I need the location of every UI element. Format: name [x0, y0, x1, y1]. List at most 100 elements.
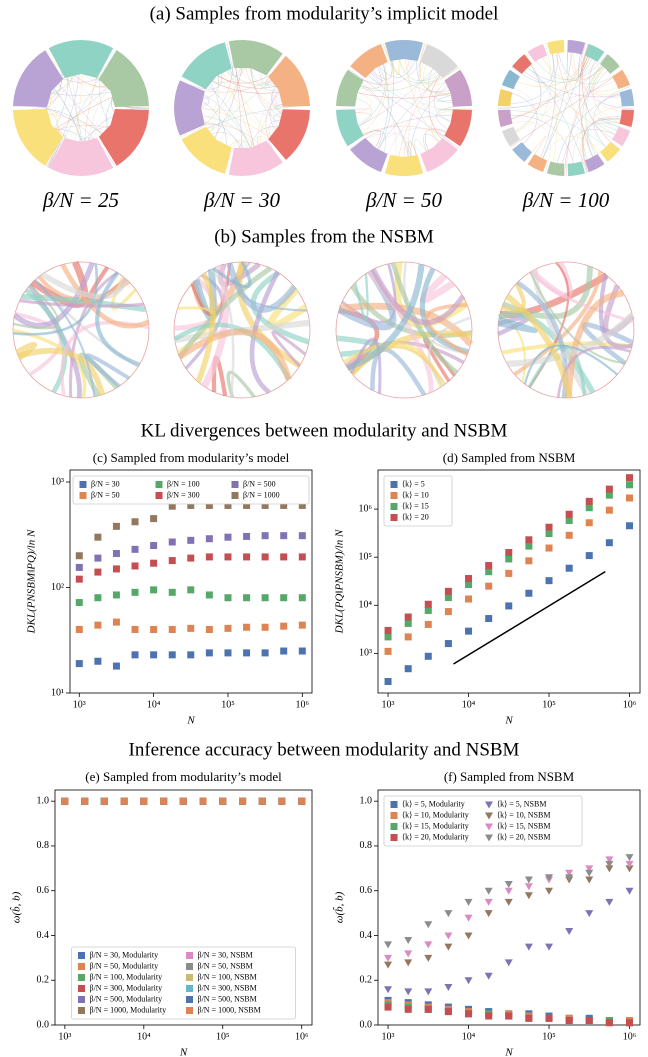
network-edge [573, 40, 633, 96]
legend-marker [390, 481, 398, 488]
marker [224, 553, 232, 561]
network-group [228, 140, 283, 176]
network-edge [498, 40, 558, 104]
legend-marker [186, 963, 193, 970]
marker [484, 898, 493, 906]
legend-label: β/N = 100, NSBM [198, 972, 257, 981]
network-sample [497, 261, 635, 399]
marker [280, 622, 288, 630]
network-group [567, 161, 586, 176]
legend-marker [186, 1007, 193, 1014]
network-bundle [598, 274, 633, 349]
marker [150, 651, 158, 659]
legend-label: ⟨k⟩ = 20, Modularity [402, 832, 469, 841]
network-bundle [249, 271, 280, 395]
marker [605, 539, 613, 547]
network-group [350, 43, 388, 79]
legend-marker [79, 481, 87, 488]
network-edge [541, 44, 557, 175]
marker [545, 887, 554, 895]
marker [131, 625, 139, 633]
x-tick-label: 10⁵ [542, 699, 556, 710]
marker [261, 623, 269, 631]
marker [404, 633, 412, 641]
marker [424, 921, 433, 929]
marker [444, 932, 453, 940]
network-group [13, 50, 64, 107]
marker [384, 647, 392, 655]
network-group [619, 109, 634, 128]
marker [112, 550, 120, 558]
marker [298, 553, 306, 561]
marker [404, 988, 413, 996]
marker [444, 594, 452, 602]
legend-label: β/N = 500, Modularity [90, 994, 163, 1003]
network-sample [173, 260, 311, 399]
marker [258, 797, 266, 805]
marker [504, 881, 513, 888]
network-bundle [226, 262, 297, 313]
series [384, 522, 634, 686]
marker [404, 665, 412, 673]
marker [524, 876, 533, 884]
marker [525, 542, 533, 550]
network-bundle [523, 344, 619, 385]
marker [424, 606, 432, 614]
marker [444, 943, 453, 951]
marker [75, 625, 83, 633]
network-edge [581, 42, 634, 114]
marker [585, 865, 594, 873]
legend-label: ⟨k⟩ = 10, Modularity [402, 810, 469, 819]
marker [75, 552, 83, 560]
network-group [501, 69, 520, 90]
legend-label: ⟨k⟩ = 15, Modularity [402, 821, 469, 830]
marker [626, 1019, 634, 1027]
x-tick-label: 10⁶ [623, 1031, 637, 1042]
marker [626, 494, 634, 502]
marker [565, 531, 573, 539]
network-bundle [95, 271, 141, 367]
marker [505, 1012, 513, 1020]
marker [384, 626, 392, 634]
network-bundle [173, 322, 292, 381]
marker [150, 542, 158, 550]
marker [243, 649, 251, 657]
marker [465, 595, 473, 603]
legend-label: β/N = 1000 [243, 490, 280, 499]
marker [187, 586, 195, 594]
x-axis-label: N [179, 1047, 188, 1057]
marker [545, 943, 554, 951]
reference-line [453, 571, 606, 665]
section-title: Inference accuracy between modularity an… [129, 739, 520, 760]
legend-box [72, 475, 310, 505]
marker [384, 954, 393, 962]
marker [505, 549, 513, 557]
marker [504, 887, 513, 895]
series [75, 586, 306, 607]
marker [484, 887, 493, 895]
marker [545, 874, 554, 882]
marker [585, 504, 593, 512]
marker [199, 797, 207, 805]
panel-a-title: (a) Samples from modularity’s implicit m… [150, 3, 499, 24]
marker [585, 497, 593, 505]
marker [545, 530, 553, 538]
network-edge [510, 70, 624, 148]
legend-label: β/N = 30 [91, 479, 120, 488]
marker [605, 491, 613, 499]
legend-marker [390, 801, 398, 808]
network-group [498, 88, 513, 107]
x-tick-label: 10⁴ [462, 1031, 476, 1042]
network-edge [518, 53, 608, 83]
network-bundle [226, 370, 256, 398]
legend-marker [390, 503, 398, 510]
marker [525, 1014, 533, 1022]
legend-box [71, 946, 296, 1020]
network-group [13, 109, 64, 166]
marker [485, 582, 493, 590]
legend-marker [78, 974, 85, 981]
legend-label: β/N = 500, NSBM [198, 994, 257, 1003]
network-sample [335, 261, 474, 399]
network-bundle [497, 316, 538, 333]
legend-marker [78, 952, 85, 959]
